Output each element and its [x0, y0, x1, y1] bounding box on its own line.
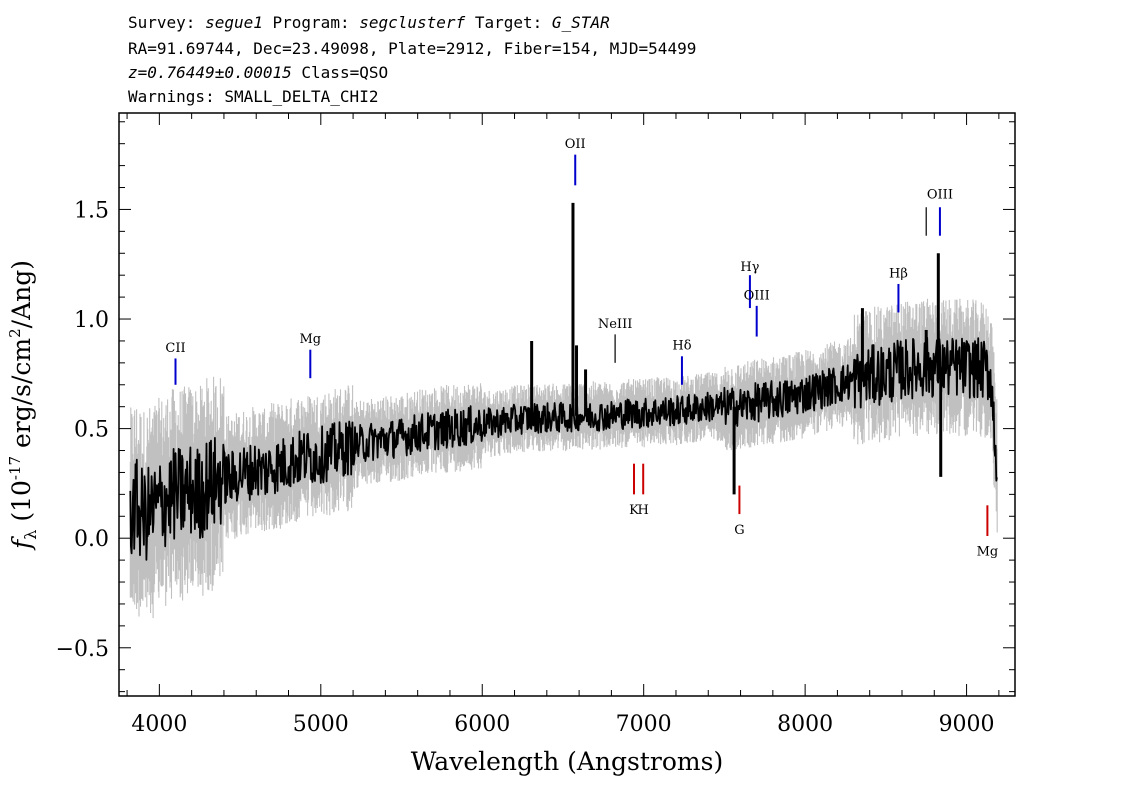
line-label: OIII [744, 288, 770, 303]
y-tick-label: 0.0 [74, 527, 109, 552]
x-tick-label: 9000 [939, 712, 995, 737]
y-tick-label: −0.5 [56, 637, 109, 662]
x-tick-label: 8000 [777, 712, 833, 737]
y-tick-label: 1.0 [74, 308, 109, 333]
line-label: Hδ [672, 339, 691, 354]
line-markers-layer: CII Mg OII NeIII Hδ Hγ OIII Hβ OIII KH G Mg [165, 137, 998, 560]
header-line-3: z=0.76449±0.00015 Class=QSO [128, 64, 388, 82]
line-label: Mg [299, 332, 321, 347]
y-title-exp: -17 [6, 456, 24, 480]
flux-layer [129, 202, 998, 561]
flux-line [129, 337, 998, 561]
line-label: Mg [977, 545, 999, 560]
y-title-sub: λ [21, 530, 40, 540]
line-label: K [629, 503, 639, 518]
axes-layer [118, 112, 1016, 697]
header-line-4: Warnings: SMALL_DELTA_CHI2 [128, 87, 379, 106]
y-title-part: erg/s/cm [7, 338, 36, 456]
line-label: CII [165, 341, 185, 356]
program-label: Program: [272, 13, 350, 32]
survey-value: segue1 [205, 13, 263, 32]
line-label: OII [565, 137, 586, 152]
target-label: Target: [474, 13, 543, 32]
program-value: segclusterf [359, 13, 466, 32]
redshift-value: z=0.76449±0.00015 [128, 63, 292, 82]
y-tick-label: 0.5 [74, 418, 109, 443]
y-title-part: (10 [7, 480, 36, 530]
line-label: NeIII [598, 317, 632, 332]
survey-label: Survey: [128, 13, 196, 32]
line-label: OIII [927, 187, 953, 202]
axis-labels-layer: 4000 5000 6000 7000 8000 9000 −0.5 0.0 0.5 1.0 1.5… [6, 198, 995, 776]
x-tick-label: 5000 [293, 712, 349, 737]
y-title-f: f [7, 536, 36, 551]
line-label: Hβ [889, 266, 908, 281]
x-axis-title: Wavelength (Angstroms) [411, 747, 723, 776]
line-label: H [638, 503, 649, 518]
x-tick-label: 6000 [454, 712, 510, 737]
target-value: G_STAR [551, 13, 610, 32]
x-tick-label: 7000 [616, 712, 672, 737]
y-axis-title: fλ (10-17 erg/s/cm2/Ang) [6, 260, 40, 551]
y-tick-label: 1.5 [74, 198, 109, 223]
line-label: Hγ [740, 260, 759, 275]
x-tick-label: 4000 [131, 712, 187, 737]
y-title-exp2: 2 [6, 328, 24, 338]
plot-frame [118, 112, 1016, 697]
y-title-part: /Ang) [7, 260, 36, 328]
line-label: G [734, 523, 744, 538]
header-line-2: RA=91.69744, Dec=23.49098, Plate=2912, F… [128, 39, 697, 58]
header-line-1: Survey: segue1 Program: segclusterf Targ… [128, 14, 610, 32]
class-value: Class=QSO [301, 63, 389, 82]
